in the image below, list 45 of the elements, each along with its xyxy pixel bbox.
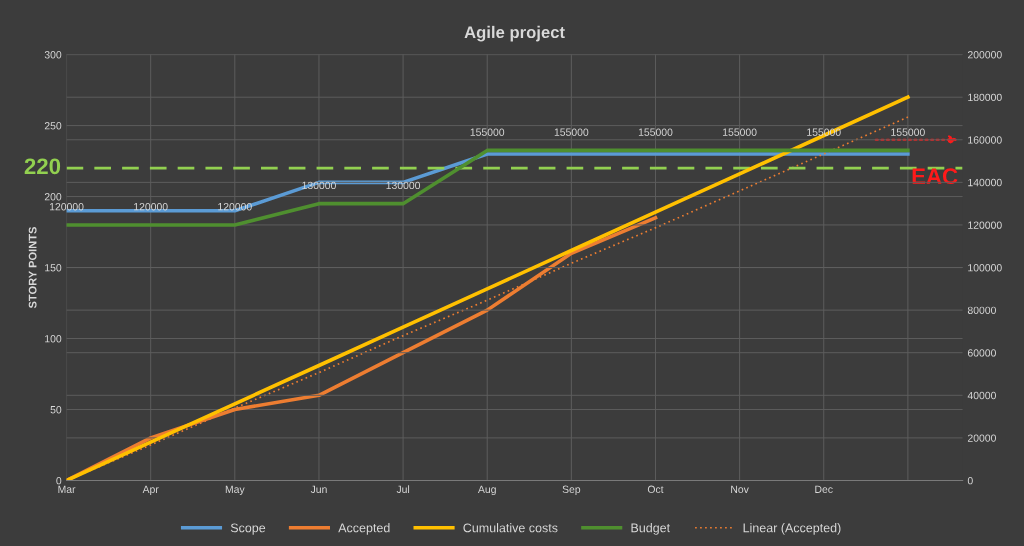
data-label: 120000 [134,203,168,211]
y2-tick-label: 60000 [967,349,996,357]
x-tick-label: Sep [562,485,581,496]
x-tick-label: Mar [58,485,76,493]
data-label: 120000 [49,203,84,211]
ref-line-label: 220 [24,158,61,175]
y2-tick-label: 120000 [968,221,1002,229]
x-tick-label: May [225,485,245,496]
data-label: 130000 [386,181,421,190]
y2-tick-label: 180000 [968,93,1002,102]
legend-label: Scope [230,523,266,535]
y-tick-label: 300 [44,51,62,59]
y-axis-title: STORY POINTS [28,227,37,309]
y-tick-label: 200 [44,193,62,201]
y2-tick-label: 40000 [967,391,996,400]
y2-tick-label: 100000 [968,264,1002,272]
y-tick-label: 0 [56,476,62,485]
x-tick-label: Apr [142,485,159,496]
annotation: EAC [912,168,958,185]
legend-label: Linear (Accepted) [743,523,841,535]
y2-tick-label: 0 [967,476,973,485]
y-tick-label: 50 [50,406,62,414]
data-label: 155000 [638,128,673,136]
y-tick-label: 150 [45,264,62,272]
y-tick-label: 100 [45,335,62,343]
chart-title: Agile project [464,25,565,42]
data-label: 155000 [723,128,757,136]
x-tick-label: Aug [477,485,496,496]
y-tick-label: 250 [44,122,62,130]
data-label: 155000 [554,128,589,136]
y2-tick-label: 80000 [967,306,996,314]
x-tick-label: Dec [815,485,833,493]
x-tick-label: Jul [396,485,410,493]
y2-tick-label: 160000 [968,136,1002,144]
data-label: 155000 [891,128,925,136]
y2-tick-label: 140000 [968,178,1002,187]
data-label: 155000 [470,128,505,136]
y2-tick-label: 200000 [967,51,1002,59]
legend-label: Accepted [338,523,390,535]
legend-label: Cumulative costs [463,523,558,533]
x-tick-label: Oct [647,485,664,493]
legend-label: Budget [631,523,670,535]
y2-tick-label: 20000 [967,434,996,442]
x-tick-label: Jun [310,485,327,493]
x-tick-label: Nov [731,485,749,493]
